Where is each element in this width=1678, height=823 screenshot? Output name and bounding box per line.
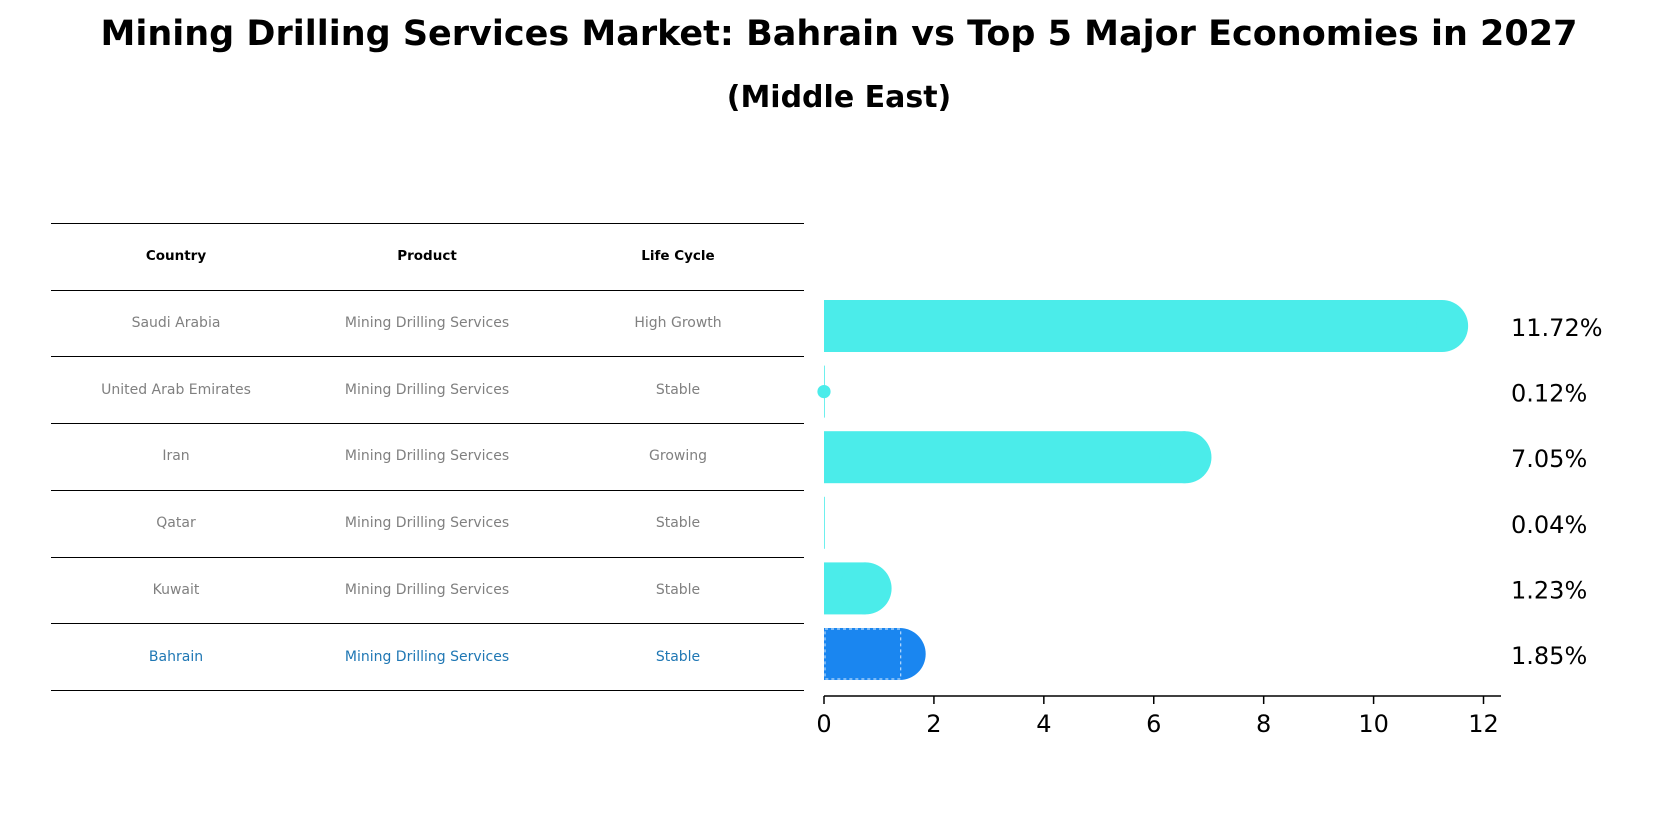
table-cell-country: Bahrain xyxy=(148,648,204,665)
table-cell-product: Mining Drilling Services xyxy=(344,448,510,465)
table-cell-product: Mining Drilling Services xyxy=(344,315,510,332)
table-cell-country: Iran xyxy=(162,448,190,465)
bar-value-label: 7.05% xyxy=(1511,445,1587,473)
bar-cap xyxy=(1416,300,1469,352)
table-rule xyxy=(51,423,804,425)
table-rule xyxy=(51,356,804,358)
table-rule xyxy=(51,223,804,224)
table-rule xyxy=(51,489,804,491)
bar-cap xyxy=(817,385,831,399)
bar-cap xyxy=(873,628,926,680)
table-rule xyxy=(51,289,804,291)
bar-value-label: 1.23% xyxy=(1511,576,1587,604)
chart-title: Mining Drilling Services Market: Bahrain… xyxy=(100,14,1578,54)
bar-cap xyxy=(839,562,892,615)
bar xyxy=(824,300,1443,352)
table-header-cell: Life Cycle xyxy=(641,248,715,265)
x-tick-label: 0 xyxy=(816,710,831,738)
table-cell-country: United Arab Emirates xyxy=(101,381,251,398)
table-cell-life-cycle: Stable xyxy=(655,381,701,398)
table-cell-life-cycle: Stable xyxy=(655,581,701,598)
table-cell-country: Qatar xyxy=(156,515,196,532)
x-tick-label: 8 xyxy=(1256,710,1271,738)
table-cell-life-cycle: Stable xyxy=(655,648,701,665)
bar-highlight-outline xyxy=(824,628,902,680)
table-rule xyxy=(51,689,804,691)
x-tick-label: 6 xyxy=(1146,710,1161,738)
table-rule xyxy=(51,556,804,558)
x-tick-label: 10 xyxy=(1358,710,1389,738)
table-header-cell: Country xyxy=(145,248,207,265)
table-cell-product: Mining Drilling Services xyxy=(344,581,510,598)
table-cell-life-cycle: High Growth xyxy=(634,315,722,332)
x-tick-label: 2 xyxy=(926,710,941,738)
table-cell-country: Kuwait xyxy=(152,581,200,598)
table-cell-product: Mining Drilling Services xyxy=(344,648,510,665)
bar xyxy=(824,431,1186,484)
table-rule xyxy=(51,623,804,625)
table-cell-life-cycle: Growing xyxy=(649,448,707,465)
bar-value-label: 0.04% xyxy=(1511,511,1587,539)
bar-value-label: 1.85% xyxy=(1511,642,1587,670)
table-header-cell: Product xyxy=(397,248,457,265)
bar xyxy=(824,496,825,549)
x-tick-label: 4 xyxy=(1036,710,1051,738)
x-tick-label: 12 xyxy=(1468,710,1499,738)
chart-subtitle: (Middle East) xyxy=(726,80,952,115)
bar-value-label: 0.12% xyxy=(1511,380,1587,408)
bar-value-label: 11.72% xyxy=(1511,314,1603,342)
table-cell-product: Mining Drilling Services xyxy=(344,515,510,532)
bar-cap xyxy=(1159,431,1212,484)
table-cell-country: Saudi Arabia xyxy=(131,315,221,332)
table-cell-product: Mining Drilling Services xyxy=(344,381,510,398)
table-cell-life-cycle: Stable xyxy=(655,515,701,532)
